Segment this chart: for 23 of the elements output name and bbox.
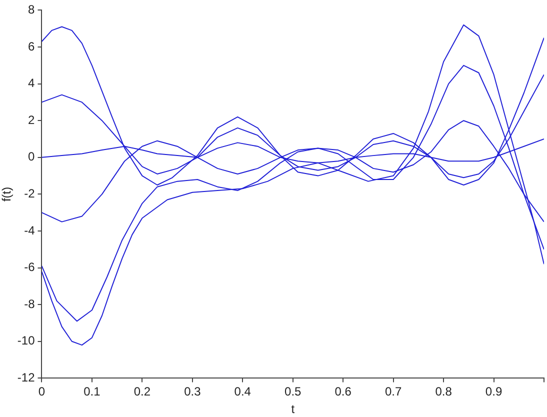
y-tick-label: -12: [17, 370, 36, 385]
x-tick-label: 0: [38, 384, 46, 399]
y-tick-label: -4: [24, 223, 36, 238]
y-tick-label: 0: [28, 150, 36, 164]
x-tick-label: 0.2: [134, 384, 151, 399]
y-tick-label: -8: [24, 296, 36, 311]
y-tick-label: 8: [28, 2, 36, 17]
x-tick-label: 0.5: [284, 384, 302, 399]
y-tick-label: -6: [24, 260, 36, 274]
x-tick-label: 0.4: [234, 384, 252, 399]
y-tick-label: 2: [28, 112, 36, 127]
y-tick-label: 4: [28, 76, 36, 90]
x-tick-label: 0.8: [435, 384, 452, 399]
x-axis-title: t: [291, 402, 296, 416]
y-axis-title: f(t): [0, 186, 14, 202]
x-tick-label: 0.6: [334, 384, 352, 399]
x-tick-label: 0.7: [384, 384, 402, 399]
y-tick-label: 6: [28, 39, 36, 54]
x-tick-label: 0.3: [184, 384, 202, 399]
x-tick-label: 0.9: [485, 384, 502, 399]
y-tick-label: -10: [17, 334, 36, 348]
y-tick-label: -2: [24, 186, 36, 201]
x-tick-label: 0.1: [84, 384, 101, 399]
